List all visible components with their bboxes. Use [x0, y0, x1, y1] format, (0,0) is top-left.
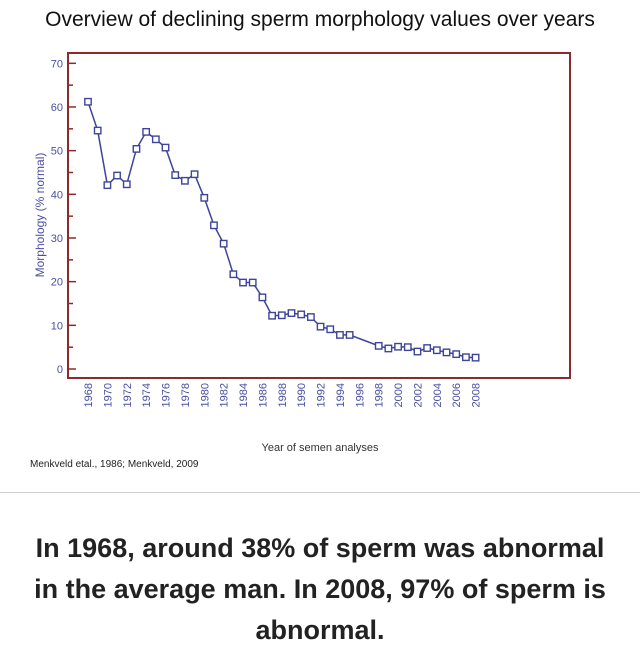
data-point [452, 350, 461, 359]
x-tick-label: 1992 [316, 383, 328, 407]
x-axis-label: Year of semen analyses [262, 442, 379, 454]
chart-title: Overview of declining sperm morphology v… [45, 8, 595, 31]
x-tick-label: 1994 [335, 383, 347, 407]
x-tick-label: 1980 [199, 383, 211, 407]
x-tick-label: 1974 [141, 383, 153, 407]
data-point [171, 171, 180, 180]
data-point [345, 331, 354, 339]
data-point [229, 270, 238, 279]
data-point [413, 347, 422, 356]
caption-text: In 1968, around 38% of sperm was abnorma… [34, 533, 606, 645]
y-axis: 0 10 20 30 40 50 60 70 [51, 58, 76, 376]
x-tick-label: 1976 [161, 383, 173, 407]
data-point [84, 97, 92, 106]
x-tick-label: 2002 [412, 383, 424, 407]
data-point [258, 293, 267, 302]
x-tick-label: 1978 [180, 383, 192, 407]
x-tick-label: 1990 [296, 383, 308, 407]
data-point [113, 171, 121, 180]
y-tick-label: 20 [51, 277, 63, 289]
x-tick-label: 1988 [277, 383, 289, 407]
x-tick-label: 1996 [354, 383, 366, 407]
data-point [142, 127, 151, 136]
x-tick-label: 2004 [432, 383, 444, 407]
y-tick-label: 10 [51, 320, 63, 332]
x-tick-label: 1972 [122, 383, 134, 407]
y-tick-label: 70 [51, 58, 63, 70]
data-point [239, 278, 247, 287]
data-point [122, 180, 131, 189]
data-point [374, 341, 383, 350]
x-tick-label: 2000 [393, 383, 405, 407]
data-point [384, 344, 393, 353]
x-tick-label: 1984 [238, 383, 250, 407]
series-morphology [84, 97, 480, 362]
data-point [277, 311, 286, 320]
x-tick-label: 2006 [451, 383, 463, 407]
data-point [161, 143, 170, 152]
data-point [394, 342, 402, 351]
data-point [210, 221, 218, 230]
data-point [336, 331, 344, 339]
data-point [103, 181, 112, 190]
data-point [180, 176, 189, 185]
data-point [316, 322, 325, 331]
data-point [200, 193, 209, 202]
data-point [248, 278, 257, 287]
x-tick-label: 1986 [257, 383, 269, 407]
data-point [432, 346, 441, 355]
data-point [93, 126, 102, 135]
y-tick-label: 50 [51, 146, 63, 158]
data-point [132, 145, 141, 153]
data-point [297, 310, 306, 319]
data-point [423, 344, 432, 352]
series-line [87, 101, 476, 359]
x-axis: 1968 1970 1972 1974 1976 1978 1980 1982 1984 1986… [83, 383, 483, 407]
x-tick-label: 1998 [374, 383, 386, 407]
data-point [268, 311, 277, 320]
data-point [219, 239, 228, 248]
y-tick-label: 40 [51, 189, 63, 201]
data-point [306, 313, 315, 321]
y-tick-label: 0 [57, 364, 63, 376]
data-point [287, 309, 296, 318]
y-tick-label: 30 [51, 233, 63, 245]
x-tick-label: 1970 [102, 383, 114, 407]
x-tick-label: 1968 [83, 383, 95, 407]
data-point [403, 343, 412, 352]
citation: Menkveld etal., 1986; Menkveld, 2009 [30, 459, 199, 470]
x-tick-label: 2008 [471, 383, 483, 407]
data-point [442, 348, 451, 357]
line-chart: 0 10 20 30 40 50 60 70 1968 1970 1972 1974 1976 1978… [33, 52, 571, 454]
data-point [151, 135, 160, 144]
data-point [471, 353, 480, 362]
data-point [326, 325, 335, 334]
y-axis-label: Morphology (% normal) [33, 153, 47, 278]
divider [0, 492, 640, 493]
x-tick-label: 1982 [219, 383, 231, 407]
y-tick-label: 60 [51, 102, 63, 114]
data-point [462, 353, 470, 362]
data-point [190, 170, 199, 179]
